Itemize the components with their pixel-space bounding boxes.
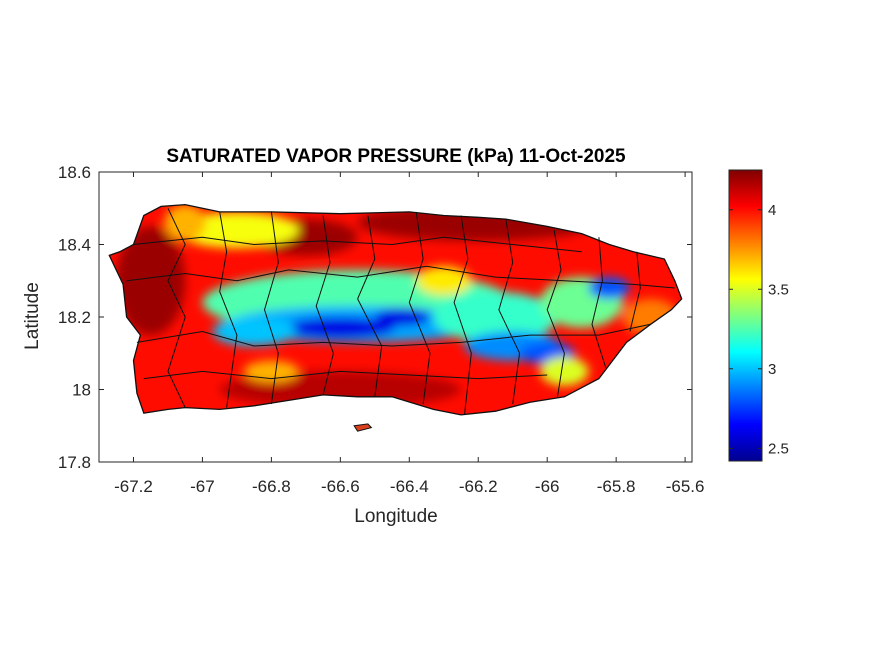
caja-de-muerto-island	[353, 423, 373, 432]
colorbar	[728, 169, 763, 462]
municipality-boundary	[167, 208, 186, 408]
municipality-boundary	[453, 215, 472, 415]
colorbar-ticks: 2.5 3 3.5 4	[729, 202, 789, 457]
colorbar-tick-label: 3	[768, 361, 776, 378]
colorbar-tick-label: 4	[768, 202, 776, 219]
y-tick-label: 18	[72, 381, 91, 400]
municipality-boundary	[133, 236, 582, 253]
y-tick-label: 18.6	[58, 163, 91, 182]
municipality-boundary	[263, 211, 279, 405]
municipality-boundary	[219, 211, 238, 408]
x-tick-label: -67	[190, 477, 215, 496]
x-tick-label: -65.6	[666, 477, 705, 496]
colorbar-tick-label: 3.5	[768, 281, 789, 298]
municipality-boundary	[498, 219, 521, 405]
x-tick-label: -66.2	[459, 477, 498, 496]
field-patch	[433, 291, 558, 343]
x-tick-label: -66.8	[252, 477, 291, 496]
municipality-boundary	[126, 265, 675, 289]
x-tick-label: -66.4	[390, 477, 429, 496]
municipality-boundaries	[126, 208, 675, 415]
municipality-boundary	[546, 229, 565, 397]
y-axis-label: Latitude	[22, 282, 43, 350]
y-tick-label: 17.8	[58, 453, 91, 472]
field-patch	[116, 226, 186, 336]
x-tick-label: -66.6	[321, 477, 360, 496]
field-patch	[285, 317, 396, 339]
field-patch	[540, 356, 589, 386]
vapor-pressure-field	[109, 204, 682, 415]
municipality-boundary	[591, 237, 607, 368]
field-patch	[212, 317, 296, 346]
field-patch	[588, 277, 630, 299]
field-patch	[374, 307, 430, 327]
x-tick-label: -66	[535, 477, 560, 496]
y-axis: 17.8 18 18.2 18.4 18.6	[58, 163, 692, 472]
y-tick-label: 18.2	[58, 308, 91, 327]
field-patch	[416, 266, 472, 296]
municipality-boundary	[408, 211, 431, 405]
chart-title: SATURATED VAPOR PRESSURE (kPa) 11-Oct-20…	[166, 146, 626, 167]
field-patch	[174, 211, 299, 249]
island-coastline	[108, 203, 683, 416]
colorbar-tick-label: 2.5	[768, 440, 789, 457]
x-tick-label: -65.8	[597, 477, 636, 496]
municipality-boundary	[629, 251, 641, 332]
x-axis: -67.2 -67 -66.8 -66.6 -66.4 -66.2 -66 -65.8 -65.…	[114, 172, 704, 496]
municipality-boundary	[136, 323, 651, 347]
municipality-boundary	[315, 215, 334, 396]
field-patch	[164, 204, 206, 241]
municipality-boundary	[357, 215, 383, 397]
x-axis-label: Longitude	[354, 506, 437, 527]
municipality-boundary	[143, 370, 548, 380]
y-tick-label: 18.4	[58, 236, 91, 255]
x-tick-label: -67.2	[114, 477, 153, 496]
